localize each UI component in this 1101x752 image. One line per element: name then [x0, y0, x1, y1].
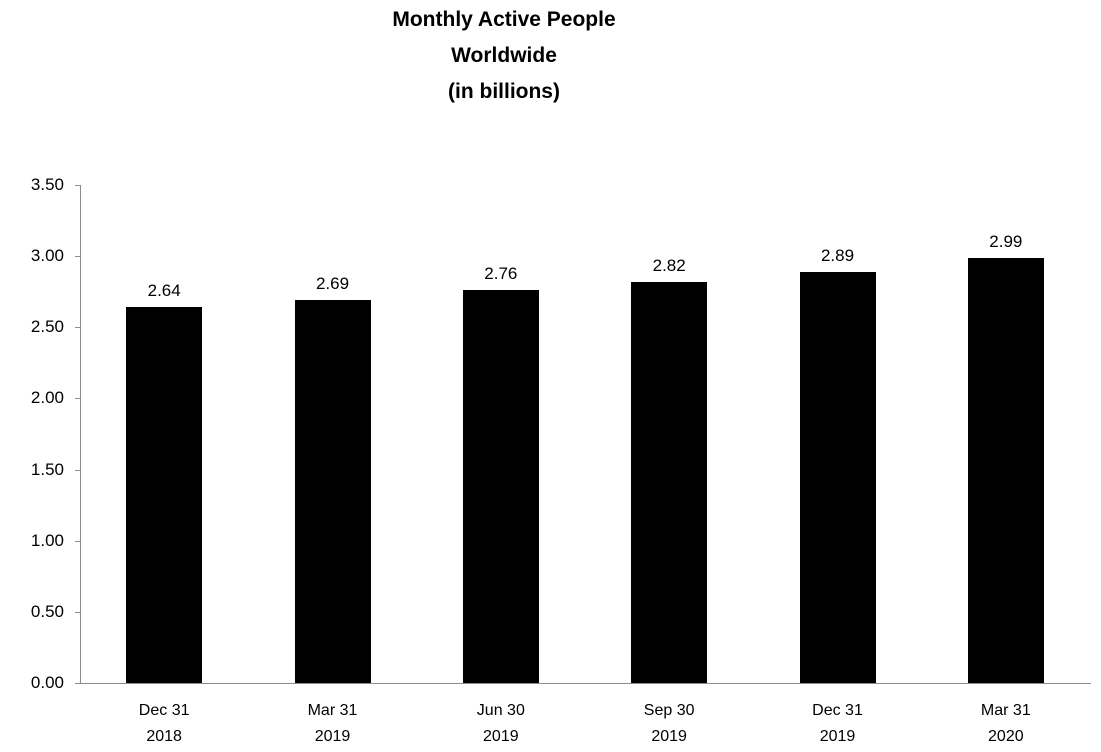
- x-tick-label: Jun 30 2019: [477, 698, 525, 750]
- bar-value-label: 2.64: [147, 281, 181, 301]
- y-tick-mark: [75, 683, 80, 684]
- x-tick-label: Dec 31 2019: [812, 698, 863, 750]
- x-tick-label-line: 2019: [314, 728, 351, 745]
- chart-title: Monthly Active People Worldwide (in bill…: [0, 2, 1008, 110]
- y-tick-mark: [75, 398, 80, 400]
- bar-value-label: 2.89: [820, 245, 855, 265]
- bar: [631, 281, 708, 683]
- x-axis-line: [80, 683, 1091, 684]
- bar: [967, 257, 1044, 683]
- x-tick-label: Sep 30 2019: [644, 698, 695, 750]
- y-tick-label: 1.00: [30, 530, 64, 550]
- x-tick-label-line: Jun 30: [476, 702, 525, 719]
- x-tick-label-line: Mar 31: [307, 702, 358, 719]
- chart-title-line-1: Monthly Active People: [392, 8, 616, 31]
- x-tick-label: Dec 31 2018: [139, 698, 190, 750]
- y-tick-mark: [75, 327, 80, 329]
- x-tick-label-line: 2019: [483, 728, 519, 745]
- x-tick-label-line: Sep 30: [643, 702, 695, 719]
- x-tick-label-line: 2019: [819, 728, 856, 745]
- chart-title-line-3: (in billions): [448, 80, 560, 103]
- x-tick-label: Mar 31 2019: [308, 698, 358, 750]
- bar-value-label: 2.82: [652, 255, 686, 275]
- y-tick-mark: [75, 256, 80, 258]
- bar: [462, 290, 539, 683]
- y-axis-line: [80, 185, 81, 684]
- y-tick-label: 3.00: [30, 246, 64, 266]
- x-tick-label-line: Mar 31: [980, 702, 1031, 719]
- y-tick-mark: [75, 185, 80, 186]
- y-tick-mark: [75, 540, 80, 542]
- y-tick-label: 2.00: [30, 388, 64, 408]
- x-tick-label-line: 2019: [651, 728, 687, 745]
- y-tick-mark: [75, 469, 80, 471]
- y-tick-label: 2.50: [30, 317, 64, 337]
- x-tick-label-line: Dec 31: [138, 702, 190, 719]
- y-tick-label: 0.50: [30, 601, 64, 621]
- bar: [799, 271, 876, 683]
- bar-value-label: 2.76: [484, 264, 518, 284]
- y-tick-mark: [75, 611, 80, 613]
- y-tick-label: 3.50: [30, 175, 64, 194]
- x-tick-label-line: Dec 31: [812, 702, 863, 719]
- x-tick-label: Mar 31 2020: [981, 698, 1031, 750]
- chart-title-line-2: Worldwide: [451, 44, 557, 67]
- bar-value-label: 2.99: [989, 231, 1023, 251]
- bar: [126, 307, 203, 683]
- bar: [294, 300, 371, 683]
- x-tick-label-line: 2020: [988, 728, 1024, 745]
- x-tick-label-line: 2018: [146, 728, 182, 745]
- bar-value-label: 2.69: [315, 274, 350, 294]
- y-tick-label: 0.00: [30, 673, 64, 692]
- y-tick-label: 1.50: [30, 459, 64, 479]
